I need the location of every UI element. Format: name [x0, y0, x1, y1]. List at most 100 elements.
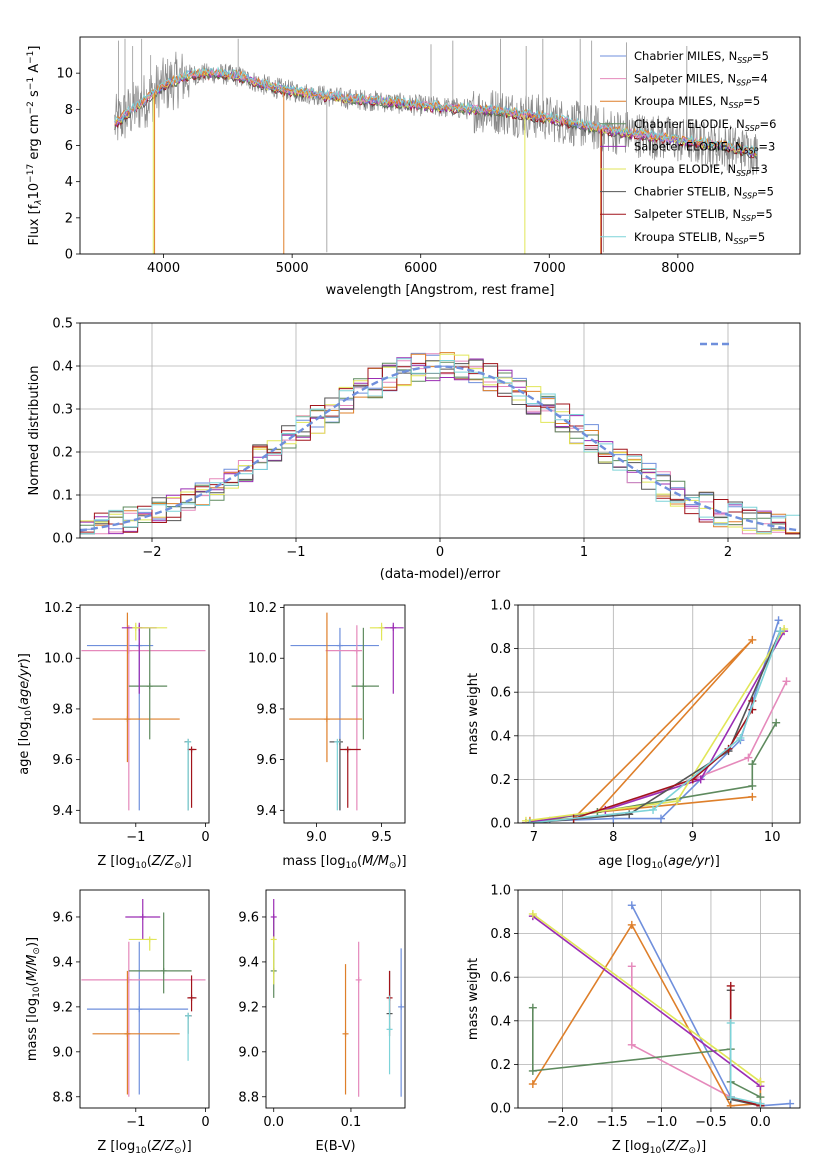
legend-label-salpeter_elodie: Salpeter ELODIE, NSSP=3 — [634, 139, 775, 155]
x-axis-label-text: Z [log — [612, 1139, 650, 1154]
x-axis-label-text: age [log — [598, 854, 651, 869]
point-salpeter_miles — [81, 625, 206, 811]
y-tick-label: 9.2 — [52, 1000, 73, 1015]
legend-label-text: Kroupa MILES, N — [634, 94, 729, 108]
legend-label-text: Kroupa STELIB, N — [634, 230, 734, 244]
weight-line-kroupa_miles — [532, 923, 762, 1107]
x-tick-label: 5000 — [276, 261, 309, 276]
x-tick-label: 0 — [201, 830, 209, 845]
histogram-salpeter_elodie — [80, 357, 800, 535]
residuals-panel: −2 −1 0 1 2 0.0 0.1 0.2 0.3 0.4 0.5 (data-model)/er… — [27, 317, 801, 582]
x-axis-label: Z [log10(Z/Z⊙)] — [612, 1139, 706, 1156]
point-chabrier_elodie — [128, 912, 192, 994]
legend-equals: = — [748, 230, 758, 244]
point-salpeter_elodie — [270, 898, 277, 940]
label-text: ( — [357, 854, 362, 869]
label-text: ( — [147, 1139, 152, 1154]
y-tick-label: 10.0 — [44, 652, 73, 667]
point-salpeter_miles — [81, 941, 206, 1097]
label-text: ] — [27, 46, 42, 51]
y-axis-label-text: age [log — [17, 722, 32, 775]
label-subscript: 10 — [24, 710, 34, 722]
label-subscript: ⊙ — [174, 1146, 182, 1156]
residuals-plot-area — [80, 352, 800, 535]
point-salpeter_stelib — [187, 746, 197, 808]
weight-line-chabrier_stelib — [529, 630, 781, 823]
label-subscript: ⊙ — [688, 1146, 696, 1156]
y-tick-label: 10.2 — [44, 601, 73, 616]
x-axis-label: E(B-V) — [315, 1139, 355, 1154]
x-tick-label: −1.5 — [596, 1115, 628, 1130]
x-tick-label: −1 — [126, 1115, 145, 1130]
axes-frame — [79, 604, 210, 824]
x-tick-label: −0.5 — [695, 1115, 727, 1130]
y-tick-label: 0.0 — [490, 1102, 511, 1117]
y-tick-label: 9.6 — [52, 910, 73, 925]
x-tick-label: 4000 — [147, 261, 180, 276]
y-tick-label: 0.4 — [490, 729, 511, 744]
legend-count: 5 — [762, 49, 769, 63]
point-salpeter_stelib — [339, 746, 361, 808]
legend-count: 6 — [769, 117, 776, 131]
label-text: )] — [710, 854, 720, 869]
y-tick-label: 10.2 — [248, 601, 277, 616]
label-subscript: 10 — [650, 1146, 662, 1156]
x-tick-label: 0.0 — [750, 1115, 771, 1130]
y-tick-label: 0.8 — [490, 927, 511, 942]
label-subscript: λ — [34, 199, 44, 205]
mass_vs_Z-panel: −1 08.89.09.29.49.6Z [log10(Z/Z⊙)]mass [l… — [25, 889, 210, 1156]
legend-count: 5 — [758, 230, 765, 244]
point-chabrier_elodie — [128, 627, 168, 740]
label-subscript: −17 — [26, 164, 36, 183]
label-subscript: 10 — [651, 861, 663, 871]
label-text: erg cm — [27, 114, 42, 163]
point-salpeter_elodie — [125, 898, 161, 940]
y-axis-label: mass weight — [466, 958, 481, 1040]
x-axis-label: age [log10(age/yr)] — [598, 854, 720, 871]
x-axis-label-text: Z [log — [97, 1139, 135, 1154]
x-tick-label: 0.1 — [341, 1115, 362, 1130]
legend-count: 4 — [760, 72, 767, 86]
legend-equals: = — [756, 207, 766, 221]
point-chabrier_miles — [398, 948, 405, 1097]
legend-count: 5 — [765, 207, 772, 221]
legend-subscript: SSP — [734, 237, 749, 246]
age_vs_Z-panel: −1 09.49.69.810.010.2Z [log10(Z/Z⊙)]age [… — [17, 601, 210, 871]
label-text: )] — [17, 653, 32, 663]
point-kroupa_elodie — [270, 936, 277, 985]
y-tick-label: 1.0 — [490, 884, 511, 899]
x-tick-label: 9 — [689, 830, 697, 845]
x-tick-label: 6000 — [404, 261, 437, 276]
legend-count: 5 — [767, 185, 774, 199]
legend-subscript: SSP — [742, 192, 757, 201]
axes-frame — [517, 889, 801, 1109]
age_vs_Z-plot-area — [81, 612, 206, 811]
label-italic: Z/Z — [151, 854, 175, 869]
x-axis-label: (data-model)/error — [380, 567, 501, 582]
x-axis-label: Z [log10(Z/Z⊙)] — [97, 1139, 191, 1156]
legend-label-text: Chabrier ELODIE, N — [634, 117, 745, 131]
y-tick-label: 0.6 — [490, 686, 511, 701]
x-axis-label: wavelength [Angstrom, rest frame] — [326, 283, 555, 298]
legend-label-text: Kroupa ELODIE, N — [634, 162, 736, 176]
x-tick-label: 0.0 — [263, 1115, 284, 1130]
y-tick-label: 9.4 — [238, 955, 259, 970]
axes-frame — [79, 322, 801, 539]
y-tick-label: 10 — [56, 67, 73, 82]
y-axis-label: Flux [fλ10−17 erg cm−2 s−1 A−1] — [26, 46, 44, 246]
legend-subscript: SSP — [744, 146, 759, 155]
label-subscript: −2 — [26, 101, 36, 114]
point-kroupa_stelib — [334, 738, 341, 811]
legend-label-text: Salpeter STELIB, N — [634, 207, 741, 221]
point-kroupa_elodie — [369, 622, 385, 641]
y-axis-label: Normed distribution — [27, 366, 42, 496]
y-tick-label: 9.8 — [256, 702, 277, 717]
weight_vs_age-plot-area — [521, 616, 791, 823]
y-tick-label: 0.4 — [490, 1014, 511, 1029]
legend-label-chabrier_elodie: Chabrier ELODIE, NSSP=6 — [634, 117, 776, 133]
legend-subscript: SSP — [729, 101, 744, 110]
age_vs_mass-panel: 9.0 9.5 9.4 9.6 9.8 10.0 10.2 mass [log10(M/M⊙)… — [248, 601, 407, 871]
weight-line-kroupa_miles — [529, 639, 753, 822]
